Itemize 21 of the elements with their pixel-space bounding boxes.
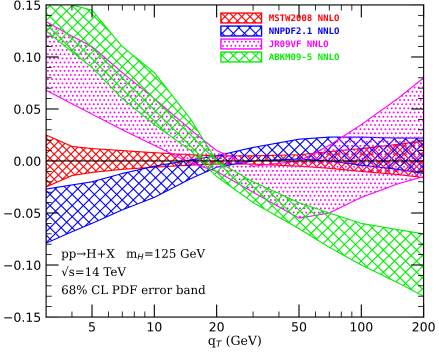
legend-label: ABKM09-5 NNLO [268, 53, 340, 60]
y-tick-label: 0.05 [14, 104, 40, 114]
x-tick-label: 50 [292, 322, 306, 332]
x-tick-label: 100 [350, 322, 372, 332]
y-tick-label: 0.15 [14, 0, 40, 10]
y-tick-label: −0.15 [4, 312, 40, 322]
y-tick-label: 0.10 [14, 52, 40, 62]
x-tick-label: 20 [210, 322, 224, 332]
y-tick-label: −0.10 [4, 260, 40, 270]
legend-label: MSTW2008 NNLO [269, 14, 340, 22]
y-tick-label: 0.00 [14, 156, 40, 166]
legend-label: JR09VF NNLO [269, 40, 328, 48]
y-tick-label: −0.05 [4, 208, 40, 218]
x-tick-label: 10 [148, 322, 162, 332]
x-axis-title: q$_{T}$ (GeV) [208, 335, 261, 348]
annotation: 68% CL PDF error band [62, 285, 206, 294]
annotation: √s=14 TeV [62, 266, 126, 276]
x-tick-label: 200 [412, 322, 435, 332]
annotation: pp→H+X m$_{H}$=125 GeV [62, 248, 206, 260]
legend-label: NNPDF2.1 NNLO [269, 27, 340, 34]
x-tick-label: 5 [89, 322, 95, 332]
